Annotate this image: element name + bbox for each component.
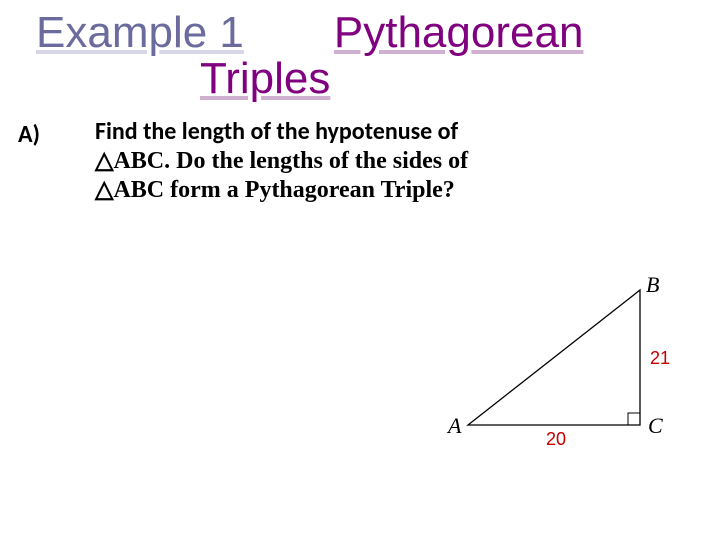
- vertex-label-c: C: [648, 413, 663, 439]
- triangle-name-2: ABC: [113, 177, 164, 203]
- question-line3: form a Pythagorean Triple?: [164, 177, 455, 203]
- triangle-symbol-2: △: [95, 177, 113, 203]
- question-line1: Find the length of the hypotenuse of: [95, 117, 458, 146]
- vertex-label-b: B: [646, 272, 659, 298]
- question-line2: Do the lengths of the sides of: [170, 148, 468, 174]
- title-word-2: Triples: [200, 54, 720, 104]
- title-row: Example 1 Pythagorean: [0, 0, 720, 58]
- triangle-name-1: ABC.: [113, 148, 170, 174]
- part-label: A): [18, 120, 40, 149]
- side-label-bc: 21: [650, 348, 670, 369]
- side-label-ac: 20: [546, 429, 566, 450]
- title-word-1: Pythagorean: [334, 8, 584, 58]
- vertex-label-a: A: [448, 413, 461, 439]
- example-label: Example 1: [36, 8, 244, 58]
- triangle-symbol-1: △: [95, 148, 113, 174]
- question-text: Find the length of the hypotenuse of △AB…: [95, 118, 655, 204]
- triangle-diagram: A B C 20 21: [460, 280, 690, 460]
